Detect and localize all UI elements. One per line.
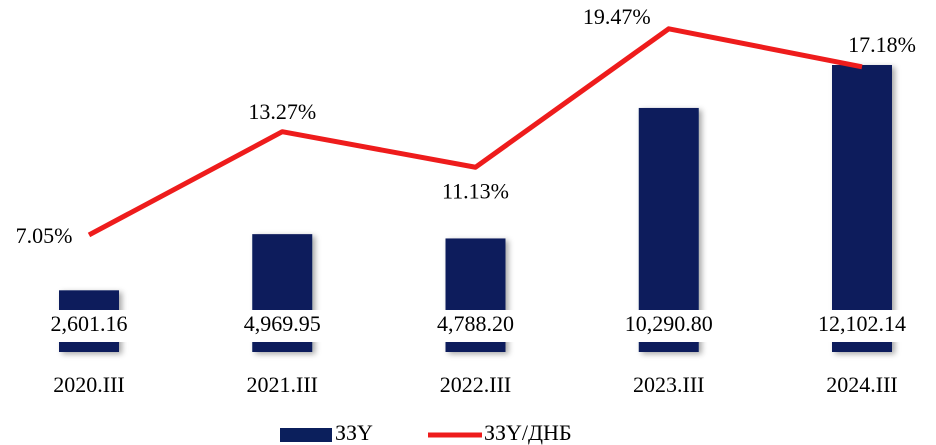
legend-swatch: [280, 428, 332, 442]
label-box: [413, 310, 538, 342]
x-tick-label: 2021.III: [247, 372, 318, 397]
legend-label: ЗЗҮ: [335, 420, 373, 445]
legend-label: ЗЗҮ/ДНБ: [484, 420, 572, 445]
line: [87, 26, 863, 238]
x-tick-label: 2020.III: [53, 372, 124, 397]
label-box: [606, 310, 731, 342]
line-value-label: 19.47%: [583, 4, 651, 29]
label-box: [27, 310, 151, 342]
x-tick-label: 2023.III: [633, 372, 704, 397]
bar-value-label: 12,102.14: [818, 311, 906, 336]
x-tick-label: 2024.III: [826, 372, 897, 397]
bar-value-label: 10,290.80: [625, 311, 713, 336]
line-value-label: 17.18%: [848, 32, 916, 57]
bar-value-label: 4,969.95: [244, 311, 321, 336]
bar-value-label: 2,601.16: [51, 311, 128, 336]
label-box: [220, 310, 345, 342]
line-value-label: 7.05%: [16, 223, 73, 248]
bar-value-label: 4,788.20: [437, 311, 514, 336]
line-value-label: 13.27%: [248, 99, 316, 124]
line-value-label: 11.13%: [442, 178, 509, 203]
bar: [832, 65, 892, 352]
x-tick-label: 2022.III: [440, 372, 511, 397]
label-box: [800, 310, 924, 342]
